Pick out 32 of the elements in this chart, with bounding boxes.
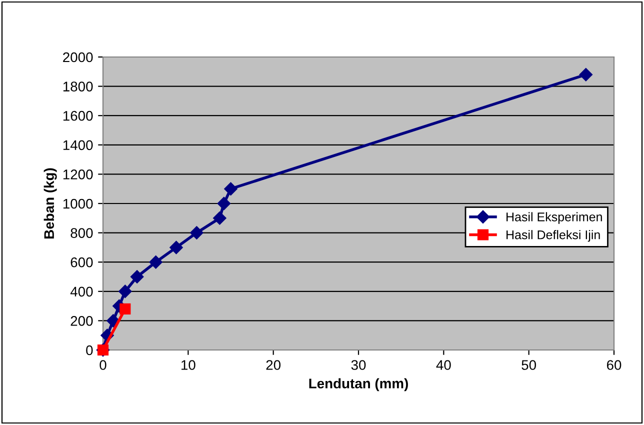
- y-tick-label: 2000: [63, 52, 93, 62]
- y-tick-label: 200: [70, 316, 93, 326]
- point: [217, 196, 231, 210]
- y-tick-label: 1200: [63, 170, 93, 180]
- point: [130, 270, 144, 284]
- y-tick-label: 0: [86, 345, 93, 356]
- point: [149, 256, 162, 269]
- y-tick-label: 1800: [63, 82, 93, 92]
- point: [118, 284, 132, 298]
- y-tick-label: 800: [70, 228, 93, 238]
- x-tick-label: 60: [606, 360, 622, 370]
- point: [170, 240, 183, 254]
- y-tick-label: 1000: [63, 198, 93, 209]
- legend-label: Hasil Eksperimen: [506, 212, 602, 224]
- point: [190, 226, 204, 240]
- y-axis-title: Beban (kg): [44, 168, 57, 238]
- point: [213, 212, 226, 225]
- y-tick-label: 600: [70, 257, 93, 268]
- point: [224, 182, 238, 196]
- x-tick-label: 20: [266, 360, 281, 370]
- x-tick-label: 40: [436, 360, 451, 370]
- legend-label: Hasil Defleksi Ijin: [506, 230, 600, 242]
- x-tick-label: 10: [182, 360, 196, 370]
- x-tick-label: 30: [351, 360, 366, 370]
- x-axis-title: Lendutan (mm): [309, 378, 408, 392]
- y-tick-label: 1600: [63, 110, 93, 121]
- point: [120, 303, 131, 315]
- y-tick-label: 1400: [63, 140, 93, 150]
- x-tick-label: 0: [100, 360, 106, 370]
- y-tick-label: 400: [70, 286, 93, 297]
- x-tick-label: 50: [522, 360, 536, 370]
- point: [579, 68, 592, 82]
